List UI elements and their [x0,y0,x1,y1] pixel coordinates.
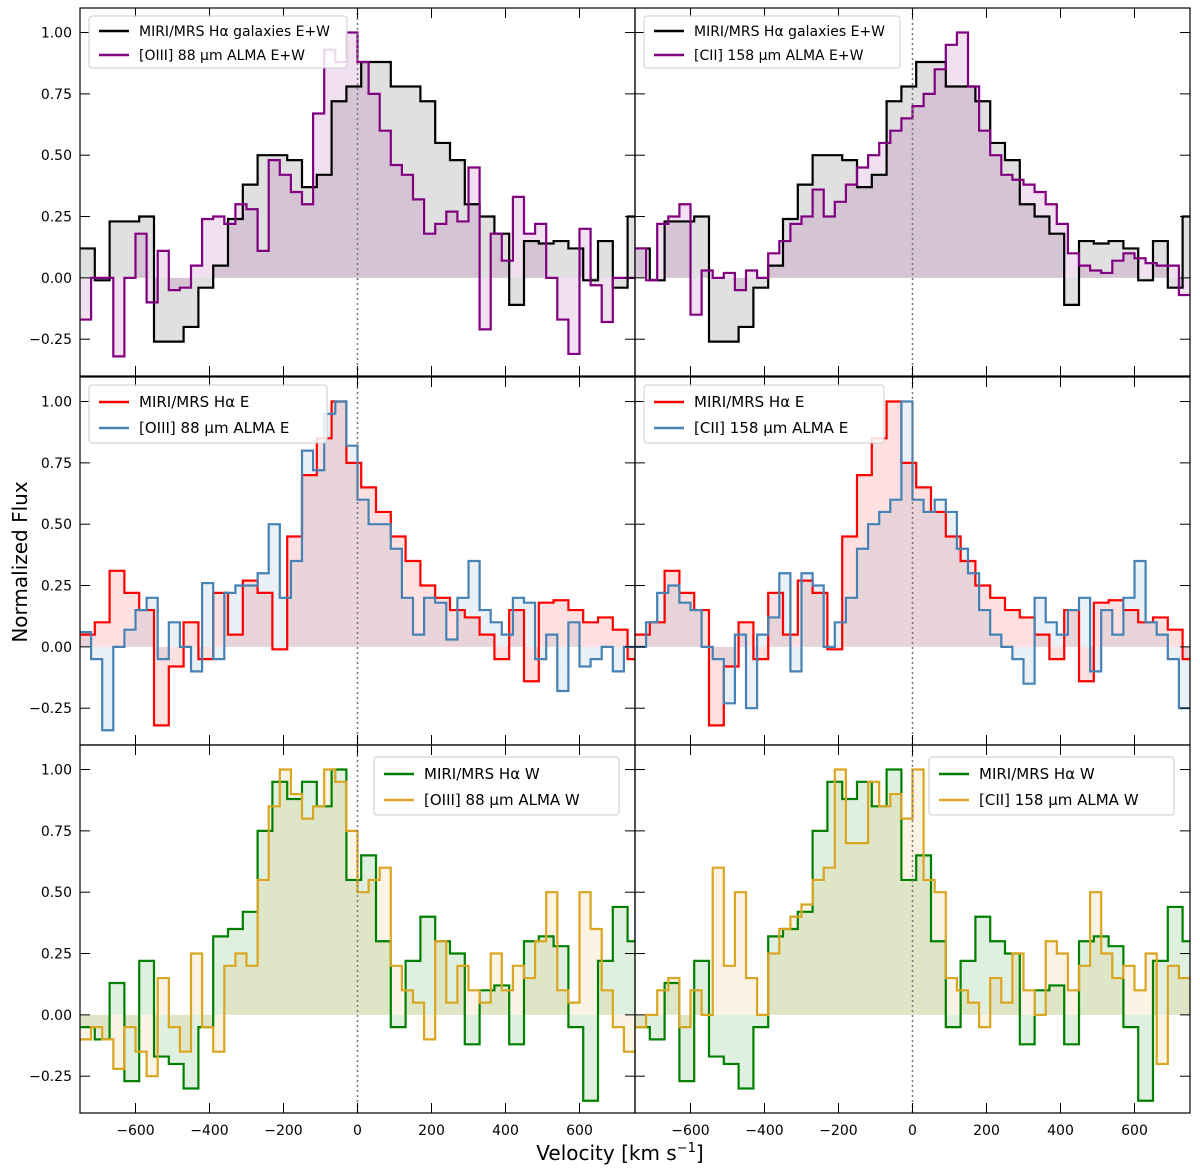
plot-area [635,745,1190,1113]
x-tick-label: −400 [190,1123,228,1139]
y-tick-label: 1.00 [41,763,72,779]
legend: MIRI/MRS Hα galaxies E+W [OIII] 88 µm ALM… [88,15,348,69]
y-tick-label: 0.25 [41,210,72,226]
series-line-1 [635,400,1190,710]
legend-label: [OIII] 88 µm ALMA W [424,791,580,809]
y-tick-label: −0.25 [29,701,72,717]
legend-label: MIRI/MRS Hα E [694,393,804,411]
plot-area [80,8,635,376]
panel-top-right: MIRI/MRS Hα galaxies E+W [CII] 158 µm ALM… [634,7,1191,377]
series-fill-1 [635,401,1190,709]
series-line-0 [80,768,635,1102]
panel-top-left: −0.25 0.00 0.25 0.50 0.75 1.00 MIRI/MRS Hα gal… [29,7,636,377]
legend-label: [CII] 158 µm ALMA E [694,419,848,437]
legend-label: MIRI/MRS Hα E [139,393,249,411]
x-tick-label: 0 [353,1123,362,1139]
y-tick-label: 0.25 [41,579,72,595]
legend: MIRI/MRS Hα E [CII] 158 µm ALMA E [643,384,885,444]
legend-label: MIRI/MRS Hα galaxies E+W [139,24,330,40]
legend-box [88,15,348,69]
y-tick-label: −0.25 [29,1069,72,1085]
y-tick-label: 0.50 [41,148,72,164]
x-axis-title: Velocity [km s−1] [536,1141,703,1165]
panel-bottom-left: −600 −400 −200 0 200 400 600 −0.25 0.00 0.25 0.50 0… [29,744,636,1139]
legend-box [373,756,620,816]
y-tick-label: 0.50 [41,885,72,901]
x-axis-title-main: Velocity [km s [536,1141,676,1165]
plot-area [635,377,1190,745]
legend-label: MIRI/MRS Hα W [424,765,540,783]
series-line-0 [635,768,1190,1102]
legend-label: [CII] 158 µm ALMA E+W [694,48,864,64]
series-fill-0 [80,61,635,342]
legend: MIRI/MRS Hα E [OIII] 88 µm ALMA E [88,384,328,444]
plot-area [80,745,635,1113]
x-axis-title-sup: −1 [677,1141,696,1156]
y-tick-label: 1.00 [41,395,72,411]
y-tick-label: 1.00 [41,26,72,42]
series-line-0 [635,60,1190,343]
y-tick-label: 0.75 [41,87,72,103]
series-fill-1 [80,401,635,731]
plot-area [635,8,1190,376]
legend: MIRI/MRS Hα W [OIII] 88 µm ALMA W [373,756,620,816]
x-tick-label: −200 [264,1123,302,1139]
x-tick-label: 400 [1047,1123,1074,1139]
legend-box [643,15,901,69]
y-tick-label: 0.00 [41,640,72,656]
x-tick-label: −600 [671,1123,709,1139]
x-tick-label: 200 [973,1123,1000,1139]
y-axis-title: Normalized Flux [8,481,32,643]
x-tick-label: −600 [116,1123,154,1139]
x-tick-label: 200 [418,1123,445,1139]
panel-middle-left: −0.25 0.00 0.25 0.50 0.75 1.00 MIRI/MRS Hα E [O… [29,376,636,746]
x-tick-label: 400 [492,1123,519,1139]
series-fill-1 [80,769,635,1077]
legend-label: MIRI/MRS Hα galaxies E+W [694,24,885,40]
x-tick-label: 600 [1121,1123,1148,1139]
x-axis-title-close: ] [696,1141,704,1165]
series-line-0 [80,60,635,343]
series-line-0 [80,400,635,727]
y-tick-label: 0.00 [41,271,72,287]
x-tick-label: 600 [566,1123,593,1139]
series-line-1 [635,768,1190,1066]
series-fill-0 [635,61,1190,342]
legend: MIRI/MRS Hα W [CII] 158 µm ALMA W [928,756,1175,816]
legend-label: [CII] 158 µm ALMA W [979,791,1139,809]
panel-middle-right: MIRI/MRS Hα E [CII] 158 µm ALMA E [634,376,1191,746]
legend-box [928,756,1175,816]
y-tick-label: 0.75 [41,456,72,472]
legend-label: MIRI/MRS Hα W [979,765,1095,783]
legend-box [643,384,885,444]
panel-bottom-right: −600 −400 −200 0 200 400 600 MIRI/MRS Hα W [CII]… [634,744,1191,1139]
legend: MIRI/MRS Hα galaxies E+W [CII] 158 µm ALM… [643,15,901,69]
panels-group: −0.25 0.00 0.25 0.50 0.75 1.00 MIRI/MRS Hα gal… [29,7,1191,1139]
y-tick-label: 0.75 [41,824,72,840]
legend-label: [OIII] 88 µm ALMA E [139,419,289,437]
x-tick-label: −200 [819,1123,857,1139]
y-tick-label: −0.25 [29,332,72,348]
x-tick-label: −400 [745,1123,783,1139]
y-tick-label: 0.25 [41,947,72,963]
plot-area [80,377,635,745]
y-tick-label: 0.50 [41,517,72,533]
legend-label: [OIII] 88 µm ALMA E+W [139,48,305,64]
x-tick-label: 0 [908,1123,917,1139]
series-line-1 [80,31,635,358]
y-tick-label: 0.00 [41,1008,72,1024]
legend-box [88,384,328,444]
